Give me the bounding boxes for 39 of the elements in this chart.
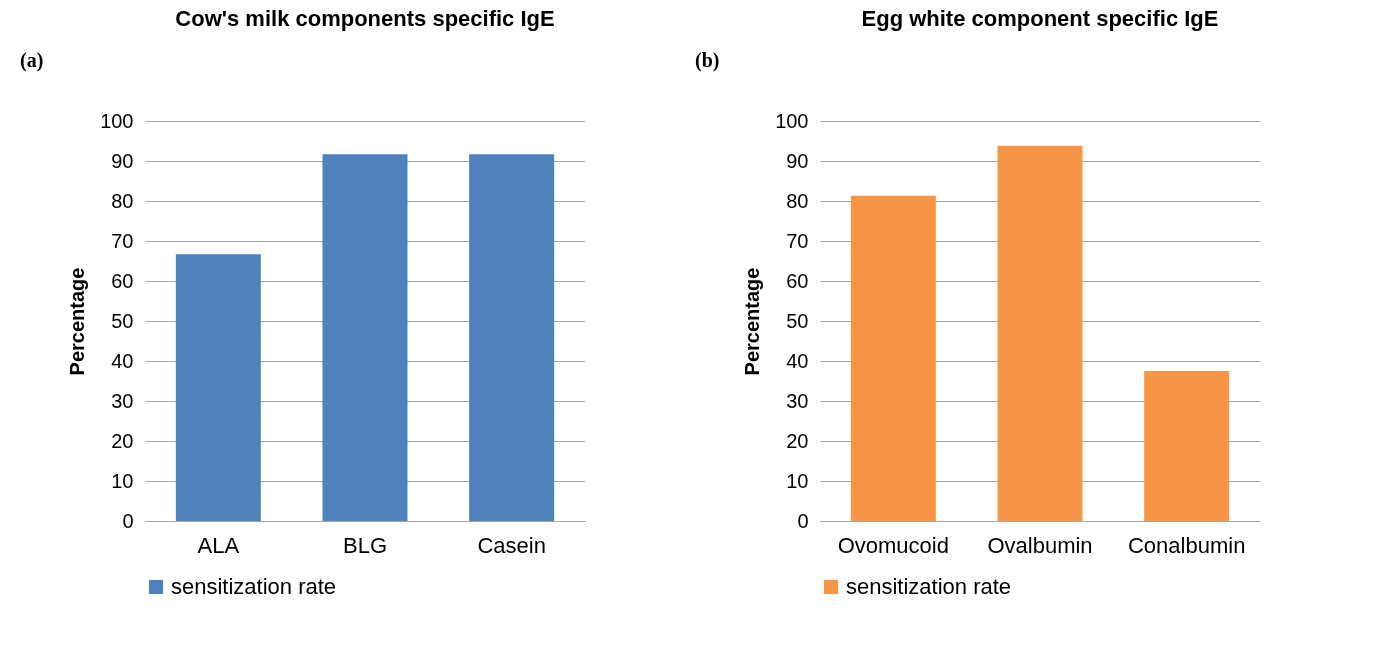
y-tick-label: 30 — [111, 389, 134, 412]
y-tick-label: 80 — [111, 189, 134, 212]
text: (b) — [695, 49, 720, 72]
bar — [850, 195, 936, 521]
bar — [997, 145, 1083, 521]
y-tick-label: 60 — [786, 269, 809, 292]
y-tick-label: 80 — [786, 189, 809, 212]
y-tick-label: 70 — [111, 229, 134, 252]
y-tick-label: 10 — [111, 469, 134, 492]
bar — [1144, 371, 1230, 521]
y-tick-label: 0 — [797, 509, 809, 532]
y-tick-label: 0 — [122, 509, 134, 532]
x-tick-label: Conalbumin — [1127, 532, 1246, 558]
x-tick-label: BLG — [342, 532, 388, 558]
y-tick-label: 100 — [100, 109, 134, 132]
x-tick-label: Casein — [477, 532, 546, 558]
chart-title: Egg white component specific IgE — [861, 6, 1219, 31]
y-tick-label: 40 — [786, 349, 809, 372]
y-tick-label: 20 — [111, 429, 134, 452]
y-tick-label: 20 — [786, 429, 809, 452]
y-tick-label: 90 — [111, 149, 134, 172]
y-tick-label: 50 — [111, 309, 134, 332]
chart-title: Cow's milk components specific IgE — [175, 6, 555, 31]
y-axis-title: Percentage — [741, 267, 764, 376]
y-tick-label: 50 — [786, 309, 809, 332]
legend-label: sensitization rate — [846, 574, 1012, 599]
y-tick-label: 100 — [775, 109, 809, 132]
x-tick-label: Ovomucoid — [837, 532, 949, 558]
x-tick-label: ALA — [197, 532, 240, 558]
y-tick-label: 60 — [111, 269, 134, 292]
y-tick-label: 70 — [786, 229, 809, 252]
y-tick-label: 90 — [786, 149, 809, 172]
text: (a) — [20, 49, 44, 72]
y-tick-label: 40 — [111, 349, 134, 372]
x-tick-label: Ovalbumin — [987, 532, 1093, 558]
y-axis-title: Percentage — [66, 267, 89, 376]
y-tick-label: 30 — [786, 389, 809, 412]
y-tick-label: 10 — [786, 469, 809, 492]
legend-label: sensitization rate — [171, 574, 337, 599]
